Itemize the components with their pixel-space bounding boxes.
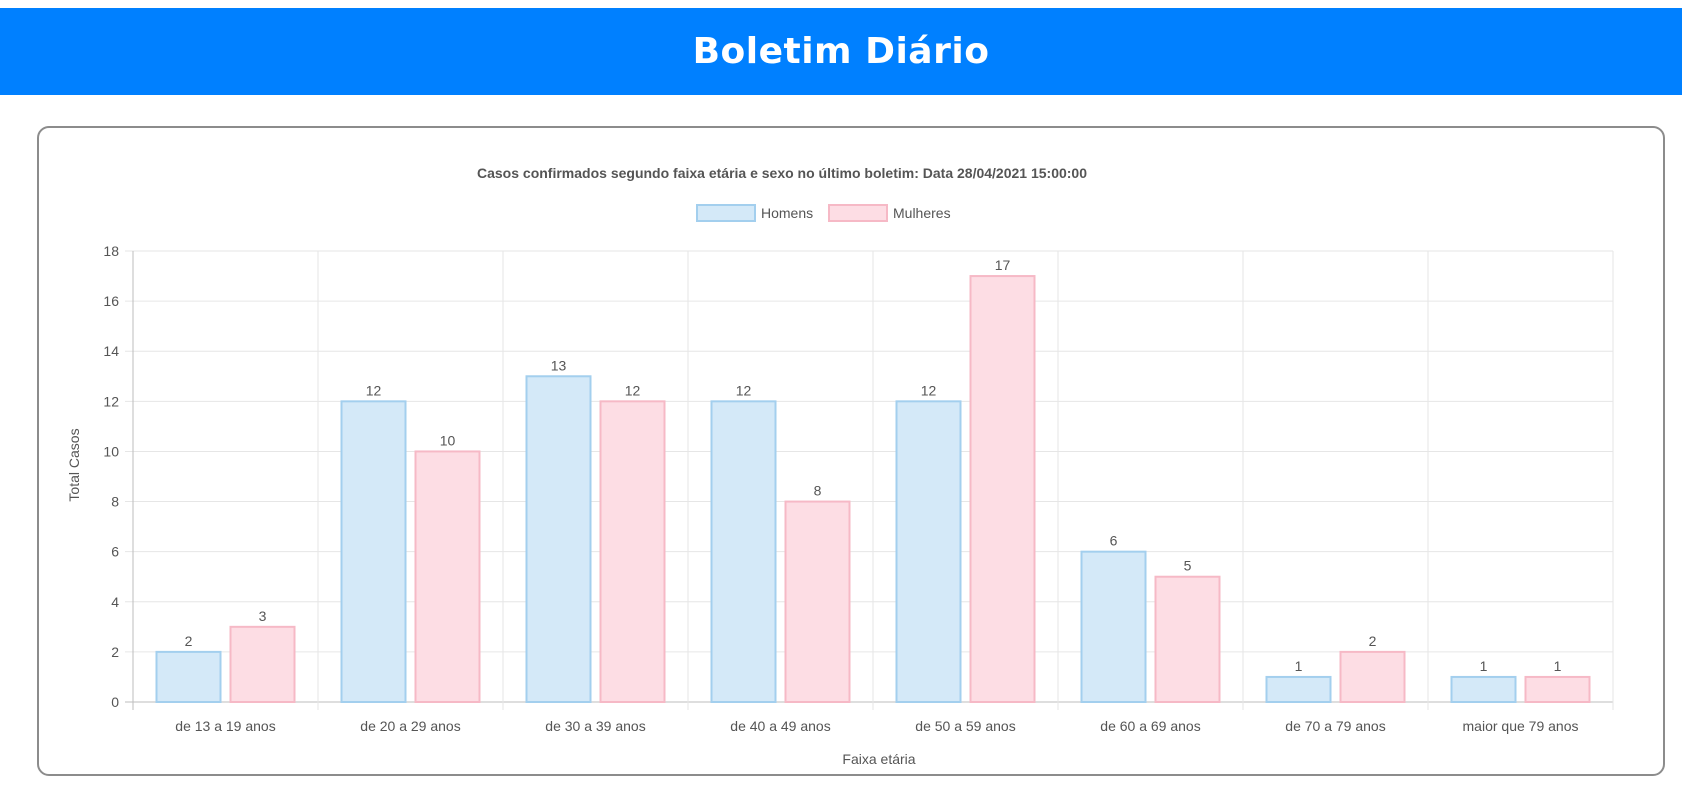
bar-mulheres[interactable] bbox=[1339, 650, 1406, 704]
bar-homens[interactable] bbox=[710, 400, 777, 703]
data-label: 12 bbox=[625, 382, 641, 398]
y-tick-label: 2 bbox=[111, 644, 119, 660]
x-tick-label: de 13 a 19 anos bbox=[175, 718, 275, 734]
legend-swatch-homens bbox=[696, 204, 756, 222]
bar-homens[interactable] bbox=[155, 650, 222, 704]
data-label: 5 bbox=[1184, 558, 1192, 574]
data-label: 3 bbox=[259, 608, 267, 624]
bars bbox=[155, 275, 1591, 704]
data-label: 17 bbox=[995, 257, 1011, 273]
chart-card: Casos confirmados segundo faixa etária e… bbox=[37, 126, 1665, 776]
header-bar: Boletim Diário bbox=[0, 8, 1682, 95]
y-tick-label: 14 bbox=[103, 343, 119, 359]
x-tick-label: de 20 a 29 anos bbox=[360, 718, 460, 734]
x-axis-label: Faixa etária bbox=[842, 751, 915, 767]
chart-title: Casos confirmados segundo faixa etária e… bbox=[477, 165, 1087, 181]
x-tick-label: de 40 a 49 anos bbox=[730, 718, 830, 734]
x-tick-label: de 60 a 69 anos bbox=[1100, 718, 1200, 734]
y-tick-label: 10 bbox=[103, 443, 119, 459]
legend-item-homens[interactable]: Homens bbox=[696, 204, 813, 222]
legend-swatch-mulheres bbox=[828, 204, 888, 222]
bar-homens[interactable] bbox=[895, 400, 962, 703]
data-label: 1 bbox=[1295, 658, 1303, 674]
bar-homens[interactable] bbox=[525, 375, 592, 703]
data-label: 12 bbox=[921, 382, 937, 398]
bar-mulheres[interactable] bbox=[1524, 675, 1591, 704]
data-label: 10 bbox=[440, 432, 456, 448]
y-tick-label: 0 bbox=[111, 694, 119, 710]
x-tick-label: de 30 a 39 anos bbox=[545, 718, 645, 734]
legend-label-mulheres: Mulheres bbox=[893, 205, 951, 221]
bar-homens[interactable] bbox=[1265, 675, 1332, 704]
data-label: 1 bbox=[1480, 658, 1488, 674]
x-tick-label: maior que 79 anos bbox=[1463, 718, 1579, 734]
y-tick-label: 6 bbox=[111, 544, 119, 560]
bar-chart: Casos confirmados segundo faixa etária e… bbox=[66, 165, 1614, 767]
y-axis-label: Total Casos bbox=[66, 428, 82, 501]
legend-item-mulheres[interactable]: Mulheres bbox=[828, 204, 951, 222]
y-tick-label: 16 bbox=[103, 293, 119, 309]
y-tick-label: 12 bbox=[103, 393, 119, 409]
y-tick-label: 8 bbox=[111, 494, 119, 510]
data-label: 12 bbox=[366, 382, 382, 398]
y-axis-ticks: 0 2 4 6 8 10 12 14 16 18 bbox=[103, 243, 119, 710]
bar-mulheres[interactable] bbox=[1154, 575, 1221, 704]
data-label: 13 bbox=[551, 357, 567, 373]
data-label: 1 bbox=[1554, 658, 1562, 674]
data-label: 8 bbox=[814, 483, 822, 499]
bar-mulheres[interactable] bbox=[414, 450, 481, 704]
bar-mulheres[interactable] bbox=[784, 500, 851, 703]
data-label: 2 bbox=[1369, 633, 1377, 649]
legend-label-homens: Homens bbox=[761, 205, 813, 221]
legend: Homens Mulheres bbox=[696, 204, 951, 222]
y-tick-label: 4 bbox=[111, 594, 119, 610]
page-title: Boletim Diário bbox=[692, 31, 990, 72]
bar-homens[interactable] bbox=[1450, 675, 1517, 704]
y-tick-label: 18 bbox=[103, 243, 119, 259]
bar-mulheres[interactable] bbox=[229, 625, 296, 704]
x-tick-label: de 70 a 79 anos bbox=[1285, 718, 1385, 734]
x-axis-ticks: de 13 a 19 anos de 20 a 29 anos de 30 a 39… bbox=[175, 718, 1578, 734]
x-tick-label: de 50 a 59 anos bbox=[915, 718, 1015, 734]
data-label: 6 bbox=[1110, 533, 1118, 549]
bar-mulheres[interactable] bbox=[599, 400, 666, 703]
data-label: 12 bbox=[736, 382, 752, 398]
bar-homens[interactable] bbox=[340, 400, 407, 703]
bar-mulheres[interactable] bbox=[969, 275, 1036, 704]
bar-homens[interactable] bbox=[1080, 550, 1147, 703]
data-label: 2 bbox=[185, 633, 193, 649]
